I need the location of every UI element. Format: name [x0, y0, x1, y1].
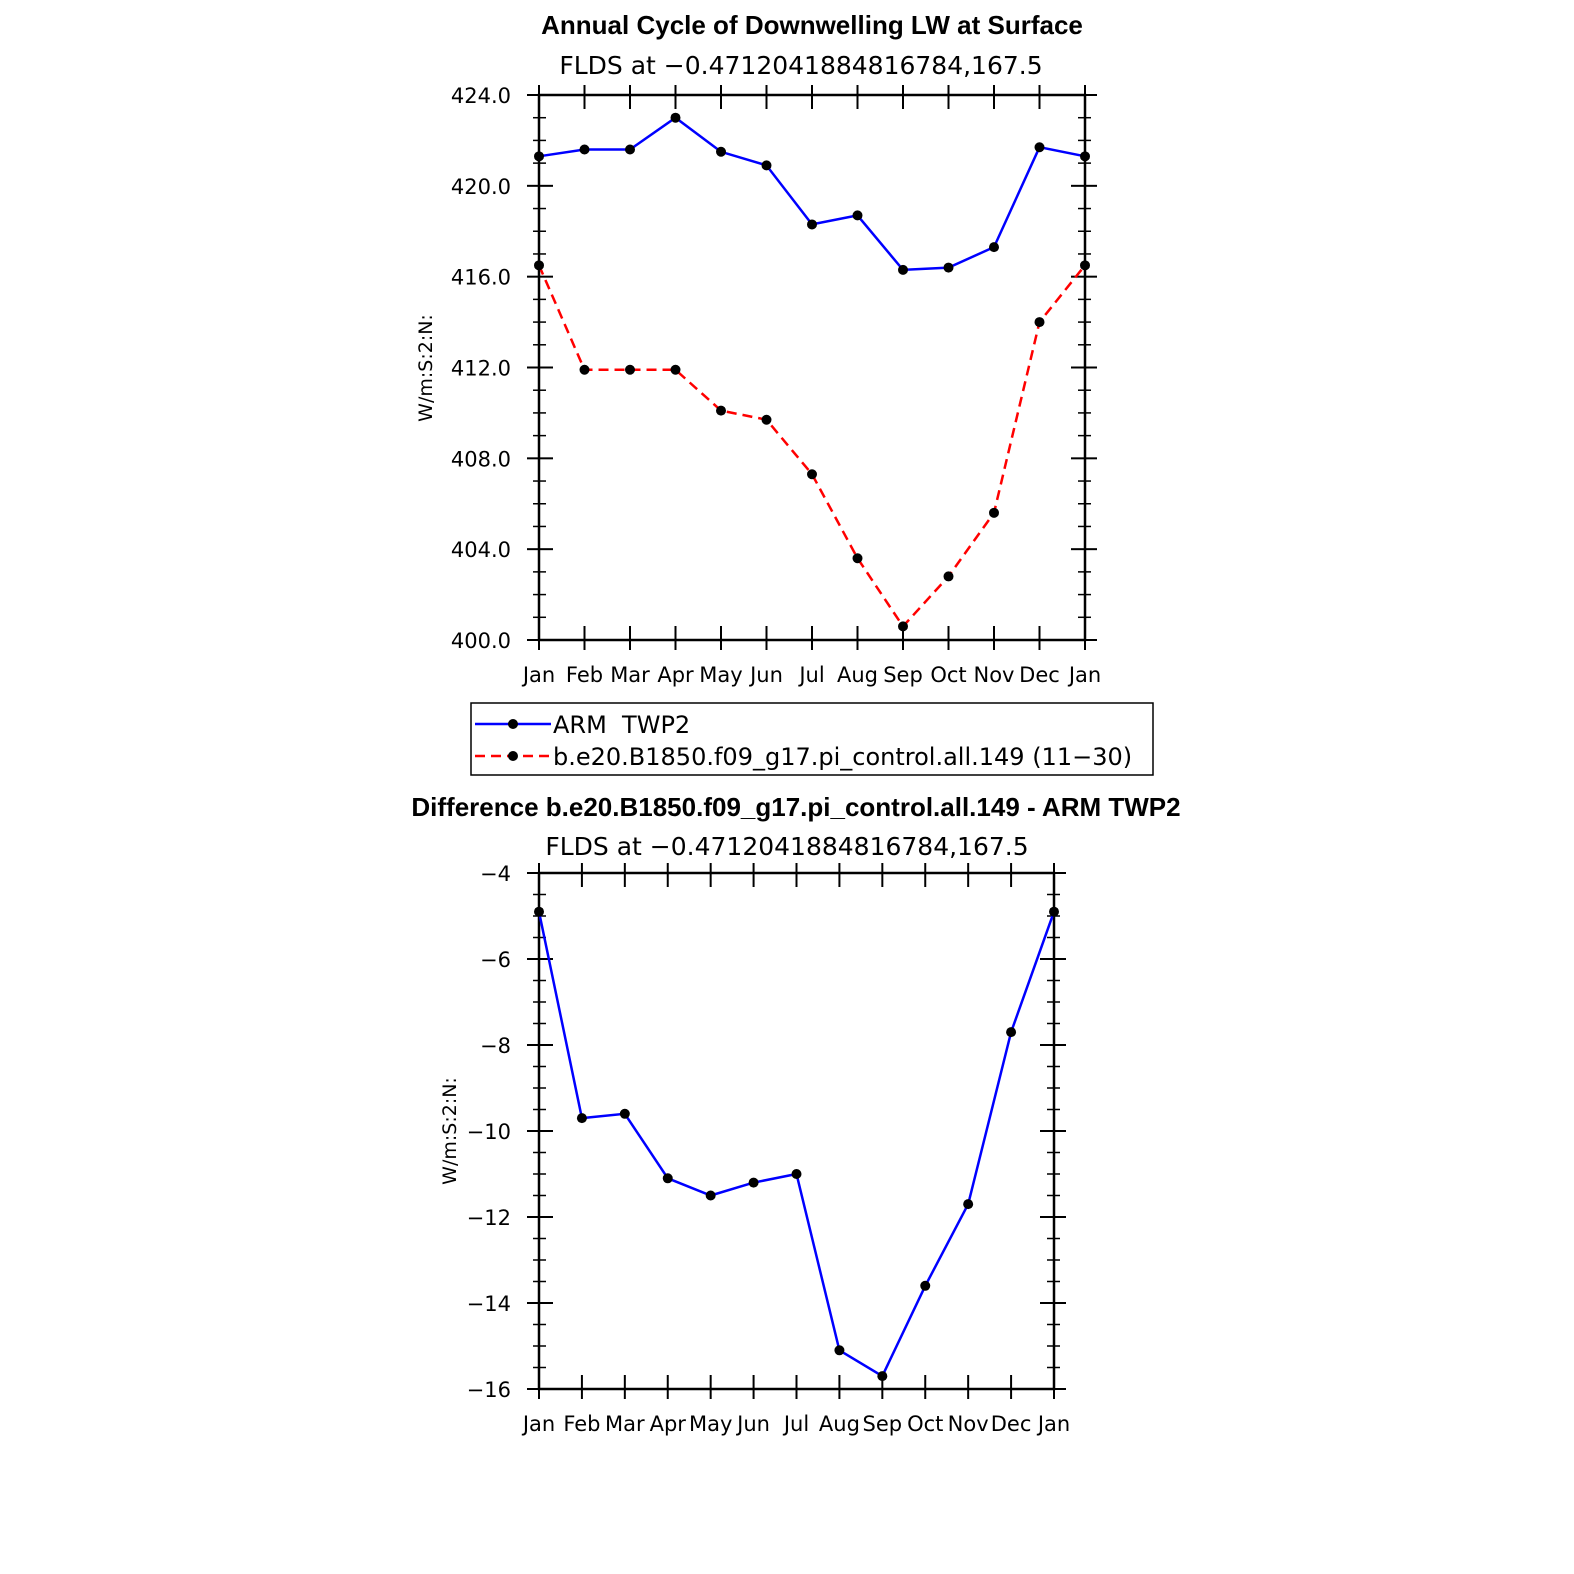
chart2-y-tick-label: −4	[480, 862, 511, 886]
chart1-series-2-point	[625, 364, 635, 375]
chart1-series-1-point	[716, 146, 726, 157]
chart2-series-1-point	[748, 1177, 759, 1188]
chart1-series-2-point	[943, 571, 954, 582]
chart2-y-tick-label: −10	[467, 1120, 511, 1144]
chart1-y-tick-label: 424.0	[451, 84, 511, 108]
chart1-series-1-point	[898, 264, 908, 275]
chart2-y-tick-label: −8	[480, 1034, 511, 1058]
chart2-y-tick-label: −16	[467, 1378, 511, 1402]
chart1-series-1-point	[1080, 151, 1090, 162]
chart1-y-axis-label: W/m:S:2:N:	[415, 314, 437, 422]
legend: ARM TWP2 b.e20.B1850.f09_g17.pi_control.…	[470, 702, 1154, 776]
chart2-series-1-point	[576, 1113, 587, 1124]
chart1-y-tick-label: 404.0	[451, 538, 511, 562]
chart2-x-tick-label: Mar	[605, 1412, 645, 1436]
chart1-series-2-point	[579, 364, 590, 375]
chart1-series-1-point	[625, 144, 635, 155]
chart2-title: Difference b.e20.B1850.f09_g17.pi_contro…	[411, 792, 1180, 822]
chart1-series-1-point	[807, 219, 817, 230]
chart1-series-2-point	[716, 405, 726, 416]
chart1-y-tick-label: 420.0	[451, 175, 511, 199]
chart2-x-tick-label: Dec	[991, 1412, 1032, 1436]
chart1-series-2-point	[852, 553, 863, 564]
chart1-x-tick-label: Aug	[837, 663, 878, 687]
chart2-x-tick-label: Feb	[563, 1412, 600, 1436]
chart2-series-1-point	[920, 1280, 931, 1291]
chart1-x-tick-label: Jul	[797, 663, 824, 687]
chart1-x-tick-label: Oct	[930, 663, 966, 687]
chart2-x-tick-label: Jul	[782, 1412, 809, 1436]
chart2-frame	[537, 871, 1056, 1391]
chart2-series-1-point	[1049, 906, 1059, 917]
chart1-series-1-point	[943, 262, 954, 273]
chart1-series-2-point	[1034, 317, 1045, 328]
chart1-series-2-point	[1080, 260, 1090, 271]
chart1-y-tick-label: 400.0	[451, 629, 511, 653]
chart1-series-2-line	[537, 264, 1086, 629]
chart2-x-tick-label: May	[689, 1412, 732, 1436]
chart1-series-2-point	[670, 364, 681, 375]
chart2-plot-area: Jan Feb Mar Apr May Jun Jul Aug Sep Oct Nov Dec Jan−…	[467, 862, 1071, 1436]
chart1-plot-area: Jan Feb Mar Apr May Jun Jul Aug Sep Oct Nov Dec Jan 4…	[451, 84, 1101, 687]
chart2-series-1-point	[705, 1190, 716, 1201]
chart1-x-tick-label: May	[699, 663, 742, 687]
chart1-y-tick-label: 412.0	[451, 357, 511, 381]
chart2-y-axis-label: W/m:S:2:N:	[439, 1077, 461, 1185]
chart1-series-2-point	[807, 469, 817, 480]
chart1-x-tick-label: Sep	[883, 663, 923, 687]
chart2-y-tick-label: −6	[480, 948, 511, 972]
legend-marker-series-1	[508, 719, 518, 729]
chart2-series-1-point	[534, 906, 544, 917]
chart1-series-1-point	[534, 151, 544, 162]
chart2-series-1-point	[834, 1345, 845, 1356]
chart1-x-tick-label: Apr	[657, 663, 694, 687]
chart1-x-tick-label: Jun	[748, 663, 783, 687]
chart2-series-1-point	[662, 1173, 673, 1184]
chart1-x-tick-label: Feb	[566, 663, 603, 687]
chart2-x-tick-label: Apr	[650, 1412, 687, 1436]
chart2-x-tick-label: Sep	[863, 1412, 903, 1436]
chart1-y-tick-label: 416.0	[451, 266, 511, 290]
chart1-x-tick-label: Dec	[1019, 663, 1060, 687]
chart2-series-1-point	[1006, 1027, 1017, 1038]
chart1-x-tick-label: Jan	[521, 663, 555, 687]
chart2-x-tick-label: Jan	[521, 1412, 555, 1436]
chart1-x-tick-label: Nov	[974, 663, 1015, 687]
chart1-title: Annual Cycle of Downwelling LW at Surfac…	[541, 10, 1083, 40]
legend-label-series-1: ARM TWP2	[553, 711, 690, 739]
chart2-x-tick-label: Nov	[948, 1412, 989, 1436]
chart1-series-2-point	[898, 621, 908, 632]
chart1-x-tick-label: Jan	[1067, 663, 1101, 687]
legend-box	[470, 702, 1154, 776]
chart2-subtitle: FLDS at −0.4712041884816784,167.5	[545, 832, 1028, 861]
chart2-x-tick-label: Oct	[907, 1412, 943, 1436]
chart2-x-tick-label: Jun	[735, 1412, 770, 1436]
chart1-series-1-point	[761, 160, 772, 171]
chart2-y-tick-label: −14	[467, 1292, 511, 1316]
chart2-series-1-point	[877, 1371, 888, 1382]
chart2-x-tick-label: Aug	[819, 1412, 860, 1436]
chart1-series-1-point	[989, 242, 999, 253]
chart1-frame	[537, 93, 1087, 642]
legend-label-series-2: b.e20.B1850.f09_g17.pi_control.all.149 (…	[553, 743, 1132, 771]
chart2-series-1-line	[537, 911, 1056, 1378]
chart2-series-1-point	[791, 1169, 802, 1179]
chart1-x-tick-label: Mar	[610, 663, 650, 687]
chart1-series-2-point	[761, 414, 772, 425]
chart1-y-tick-label: 408.0	[451, 447, 511, 471]
legend-marker-series-2	[508, 751, 518, 761]
chart2-series-1-point	[619, 1108, 630, 1119]
chart1-series-2-point	[534, 260, 544, 271]
chart1-series-1-line	[538, 116, 1086, 272]
chart1-series-2-point	[989, 507, 999, 518]
chart1-series-1-point	[852, 210, 863, 221]
chart2-x-tick-label: Jan	[1036, 1412, 1070, 1436]
chart1-series-1-point	[670, 112, 681, 123]
chart1-series-1-point	[1034, 142, 1045, 153]
chart2-y-tick-label: −12	[467, 1206, 511, 1230]
chart1-subtitle: FLDS at −0.4712041884816784,167.5	[559, 51, 1042, 80]
chart2-series-1-point	[963, 1199, 974, 1210]
chart1-series-1-point	[579, 144, 590, 155]
